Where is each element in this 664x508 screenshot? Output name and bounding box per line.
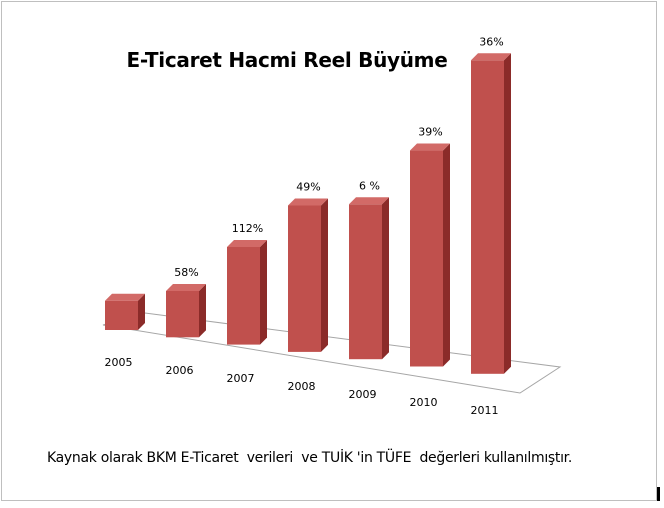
bar-side-2006	[199, 283, 206, 338]
bar-top-2011	[471, 53, 511, 61]
data-label-2009: 6 %	[359, 179, 380, 192]
bar-top-2008	[288, 198, 328, 206]
x-tick-2011: 2011	[471, 404, 499, 417]
bar-top-2005	[105, 293, 145, 301]
bar-top-2009	[349, 197, 389, 205]
chart-title: E-Ticaret Hacmi Reel Büyüme	[126, 48, 448, 72]
x-tick-2008: 2008	[288, 380, 316, 393]
data-label-2008: 49%	[296, 181, 320, 194]
bar-2006	[166, 290, 199, 338]
x-tick-2007: 2007	[227, 372, 255, 385]
x-tick-2010: 2010	[410, 396, 438, 409]
data-label-2007: 112%	[232, 222, 263, 235]
x-tick-2009: 2009	[349, 388, 377, 401]
bar-top-2010	[410, 143, 450, 151]
bar-top-2007	[227, 240, 267, 247]
bar-side-2011	[504, 53, 511, 374]
bar-side-2008	[321, 198, 328, 352]
edge-mark	[657, 487, 660, 501]
bar-2008	[288, 205, 321, 352]
bar-side-2007	[260, 240, 267, 345]
bar-side-2010	[443, 143, 450, 367]
data-label-2010: 39%	[418, 126, 442, 139]
x-tick-2005: 2005	[105, 356, 133, 369]
bar-2010	[410, 150, 443, 367]
bar-2007	[227, 247, 260, 345]
x-tick-2006: 2006	[166, 364, 194, 377]
bar-top-2006	[166, 283, 206, 291]
data-label-2006: 58%	[174, 266, 198, 279]
data-label-2011: 36%	[479, 35, 503, 48]
bar-side-2009	[382, 197, 389, 360]
bar-2005	[105, 300, 138, 330]
bar-2009	[349, 204, 382, 360]
bar-side-2005	[138, 293, 145, 330]
chart-frame: E-Ticaret Hacmi Reel Büyüme	[1, 1, 657, 501]
bar-2011	[471, 60, 504, 374]
source-footnote: Kaynak olarak BKM E-Ticaret verileri ve …	[47, 450, 572, 466]
